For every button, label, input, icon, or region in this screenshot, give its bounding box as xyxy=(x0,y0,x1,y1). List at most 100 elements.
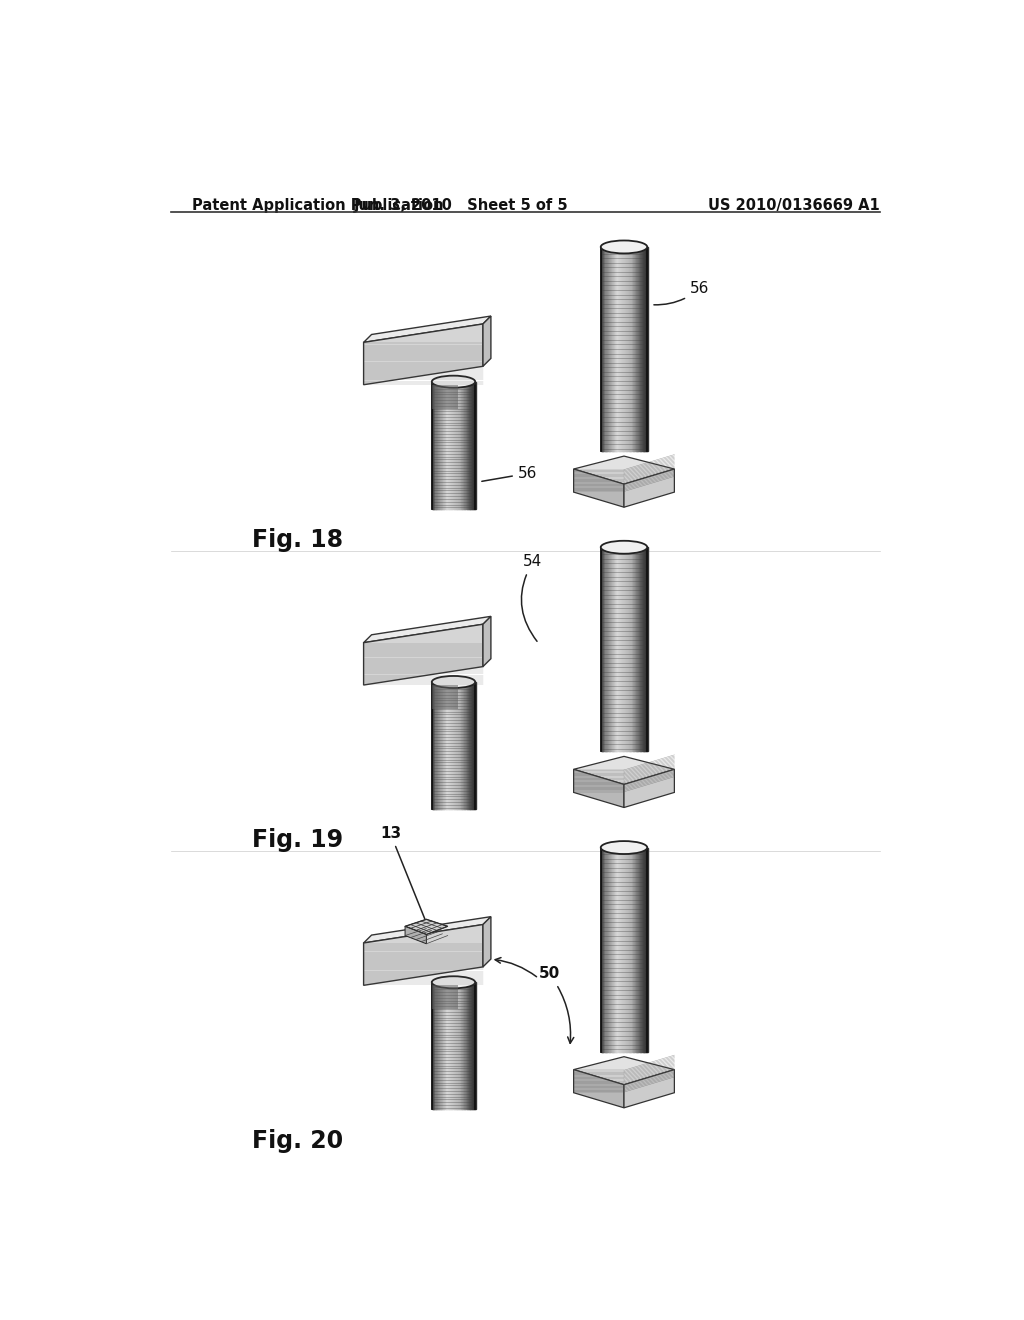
Bar xyxy=(456,682,457,809)
Bar xyxy=(461,381,462,508)
Bar xyxy=(614,847,615,1052)
Polygon shape xyxy=(364,916,490,942)
Bar xyxy=(620,247,621,451)
Bar xyxy=(630,847,631,1052)
Bar xyxy=(624,847,626,1052)
Bar xyxy=(614,847,615,1052)
Bar xyxy=(464,381,466,508)
Bar xyxy=(607,548,609,751)
Bar xyxy=(457,381,458,508)
Bar xyxy=(454,982,455,1109)
Bar xyxy=(617,247,618,451)
Bar xyxy=(616,847,617,1052)
Bar xyxy=(640,548,641,751)
Bar xyxy=(630,548,631,751)
Bar xyxy=(452,682,453,809)
Bar xyxy=(627,247,629,451)
Bar xyxy=(462,682,463,809)
Bar xyxy=(615,847,616,1052)
Bar xyxy=(610,247,611,451)
Bar xyxy=(632,548,633,751)
Bar xyxy=(442,381,443,508)
Bar xyxy=(624,548,625,751)
Bar xyxy=(468,381,469,508)
Bar xyxy=(469,682,470,809)
Bar xyxy=(634,247,635,451)
Ellipse shape xyxy=(432,977,475,989)
Bar xyxy=(451,381,452,508)
Bar xyxy=(625,847,626,1052)
Bar xyxy=(466,682,467,809)
Bar xyxy=(467,381,468,508)
Bar xyxy=(608,247,609,451)
Bar xyxy=(622,247,623,451)
Bar xyxy=(455,682,456,809)
Bar xyxy=(459,682,460,809)
Bar xyxy=(442,982,443,1109)
Bar xyxy=(601,247,602,451)
Bar xyxy=(639,847,640,1052)
Bar xyxy=(464,682,465,809)
Polygon shape xyxy=(483,315,490,367)
Polygon shape xyxy=(624,1069,675,1107)
Bar xyxy=(645,548,646,751)
Bar xyxy=(623,548,624,751)
Bar xyxy=(610,548,611,751)
Bar xyxy=(641,247,642,451)
Text: 56: 56 xyxy=(482,466,538,482)
Bar xyxy=(435,982,436,1109)
Bar xyxy=(437,982,438,1109)
Bar xyxy=(611,548,612,751)
Bar xyxy=(462,982,463,1109)
Bar xyxy=(433,982,434,1109)
Polygon shape xyxy=(483,916,490,966)
Bar xyxy=(467,982,468,1109)
Bar xyxy=(629,847,630,1052)
Polygon shape xyxy=(406,927,426,944)
Bar xyxy=(642,247,643,451)
Bar xyxy=(603,247,604,451)
Polygon shape xyxy=(364,315,490,342)
Bar xyxy=(607,847,609,1052)
Polygon shape xyxy=(483,616,490,667)
Bar xyxy=(613,247,614,451)
Bar xyxy=(442,682,443,809)
Bar xyxy=(614,548,615,751)
Bar xyxy=(473,982,474,1109)
Bar xyxy=(631,247,632,451)
Bar xyxy=(443,982,444,1109)
Text: Fig. 20: Fig. 20 xyxy=(252,1129,343,1152)
Bar xyxy=(452,982,454,1109)
Bar xyxy=(646,847,647,1052)
Ellipse shape xyxy=(601,541,647,553)
Bar xyxy=(468,982,469,1109)
Bar xyxy=(458,682,459,809)
Bar xyxy=(631,548,632,751)
Bar xyxy=(605,847,606,1052)
Bar xyxy=(439,381,441,508)
Bar xyxy=(601,847,602,1052)
Bar xyxy=(470,682,471,809)
Bar xyxy=(607,247,609,451)
Bar xyxy=(609,247,610,451)
Text: 56: 56 xyxy=(654,281,710,305)
Bar xyxy=(624,548,626,751)
Bar xyxy=(607,548,608,751)
Bar xyxy=(612,247,613,451)
Bar xyxy=(624,847,625,1052)
Text: Jun. 3, 2010   Sheet 5 of 5: Jun. 3, 2010 Sheet 5 of 5 xyxy=(354,198,568,214)
Bar xyxy=(614,548,615,751)
Polygon shape xyxy=(432,384,458,409)
Bar xyxy=(616,247,617,451)
Bar xyxy=(472,682,473,809)
Bar xyxy=(617,847,618,1052)
Bar xyxy=(445,381,446,508)
Bar xyxy=(443,682,444,809)
Bar xyxy=(604,548,605,751)
Bar xyxy=(455,381,456,508)
Bar xyxy=(444,381,445,508)
Bar xyxy=(605,247,606,451)
Bar xyxy=(456,982,457,1109)
Bar xyxy=(450,381,451,508)
Bar xyxy=(449,682,450,809)
